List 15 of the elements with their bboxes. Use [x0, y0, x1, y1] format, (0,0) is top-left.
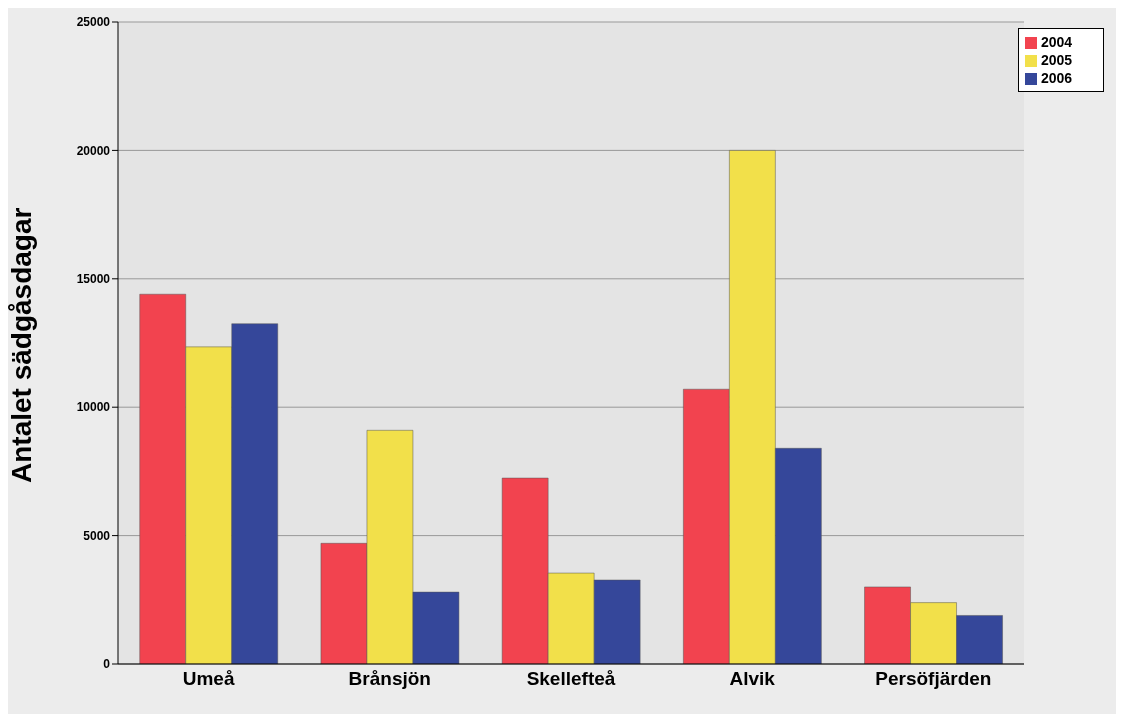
legend-label: 2004: [1041, 34, 1073, 50]
x-tick-label: Alvik: [729, 668, 776, 690]
y-axis-title: Antalet sädgåsdagar: [5, 207, 37, 483]
x-tick-label: Skellefteå: [526, 668, 616, 690]
y-tick-label: 0: [103, 657, 111, 672]
y-tick-label: 15000: [76, 272, 111, 287]
legend-label: 2006: [1041, 70, 1073, 86]
legend-label: 2005: [1041, 52, 1073, 68]
y-tick-label: 5000: [83, 528, 111, 543]
y-tick-label: 20000: [76, 143, 111, 158]
y-tick-label: 10000: [76, 400, 111, 415]
y-tick-label: 25000: [76, 15, 111, 30]
x-tick-label: Umeå: [182, 668, 235, 690]
x-tick-label: Brånsjön: [348, 668, 431, 690]
x-tick-label: Persöfjärden: [875, 668, 992, 690]
